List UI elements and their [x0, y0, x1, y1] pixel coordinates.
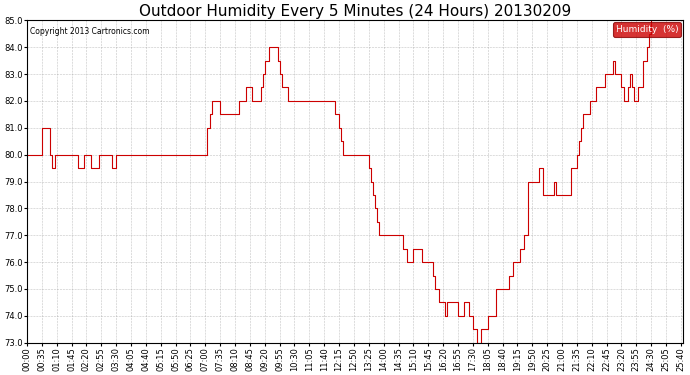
Title: Outdoor Humidity Every 5 Minutes (24 Hours) 20130209: Outdoor Humidity Every 5 Minutes (24 Hou… [139, 4, 571, 19]
Legend: Humidity  (%): Humidity (%) [613, 22, 681, 36]
Text: Copyright 2013 Cartronics.com: Copyright 2013 Cartronics.com [30, 27, 150, 36]
